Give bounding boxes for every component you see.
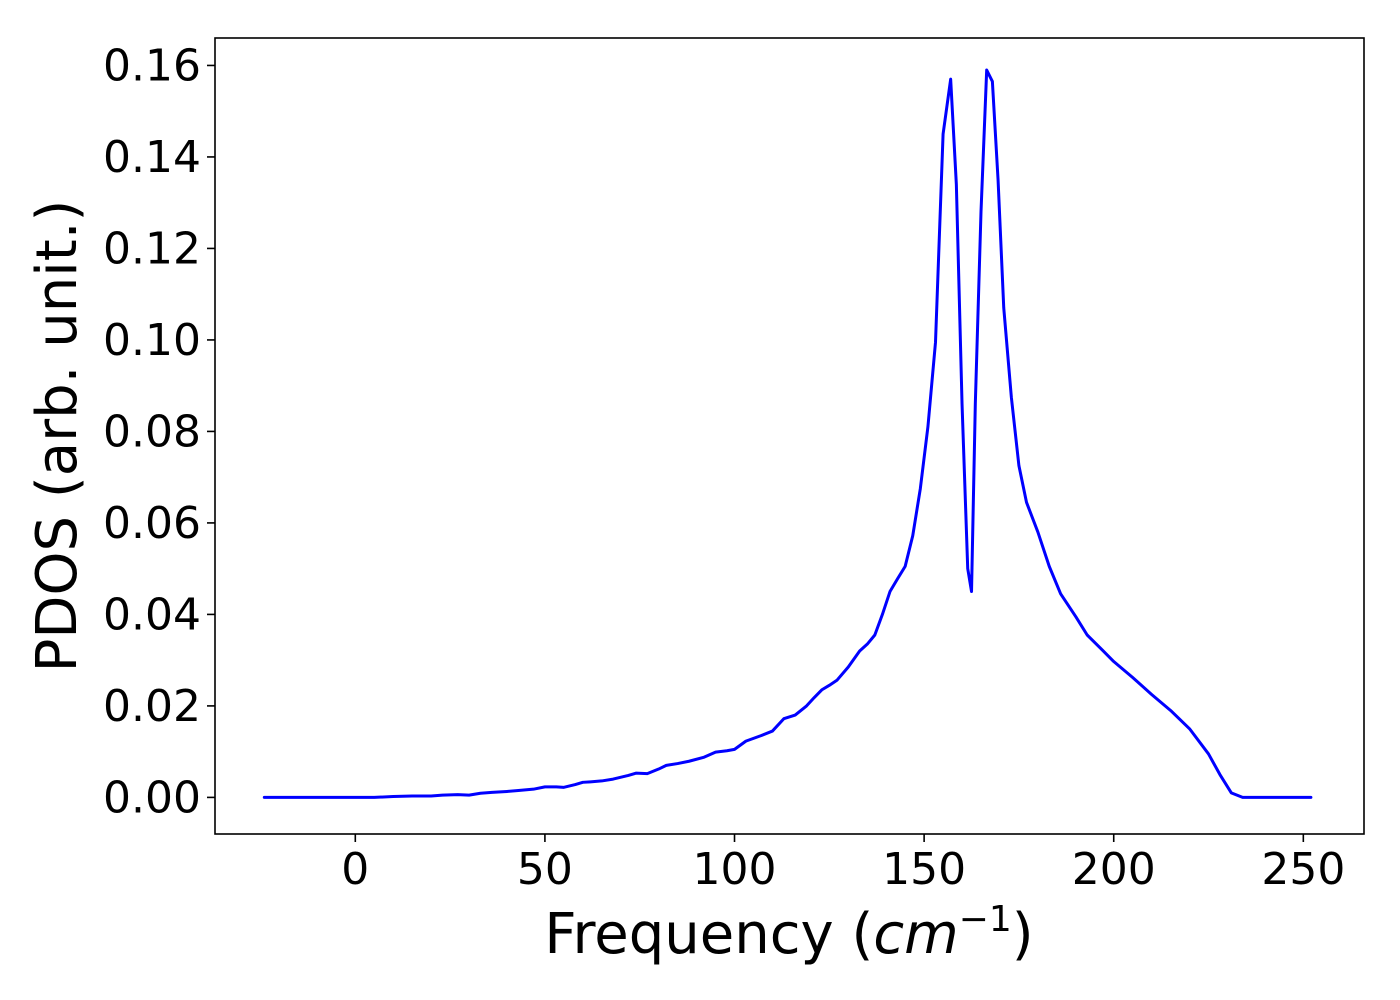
x-tick-label: 0 (341, 844, 369, 895)
pdos-line-series-1 (262, 68, 1313, 799)
x-axis-title: Frequency (cm−1) (544, 899, 1033, 967)
y-tick-label: 0.08 (103, 406, 201, 457)
y-tick-label: 0.10 (103, 315, 201, 366)
y-tick-label: 0.14 (103, 132, 201, 183)
x-tick-label: 200 (1072, 844, 1156, 895)
x-tick-label: 250 (1261, 844, 1345, 895)
plot-area (262, 68, 1313, 799)
y-tick-label: 0.02 (103, 681, 201, 732)
y-tick-label: 0.00 (103, 772, 201, 823)
x-axis: 0 50 100 150 200 250 (341, 834, 1345, 895)
y-tick-label: 0.04 (103, 589, 201, 640)
x-tick-label: 100 (693, 844, 777, 895)
y-axis-title: PDOS (arb. unit.) (25, 200, 90, 673)
axes-frame (214, 37, 1365, 835)
y-tick-label: 0.16 (103, 40, 201, 91)
y-tick-label: 0.06 (103, 498, 201, 549)
y-tick-label: 0.12 (103, 223, 201, 274)
x-tick-label: 150 (882, 844, 966, 895)
y-axis: 0.00 0.02 0.04 0.06 0.08 0.10 0.12 0.14 0.16 (103, 40, 215, 823)
x-tick-label: 50 (517, 844, 573, 895)
